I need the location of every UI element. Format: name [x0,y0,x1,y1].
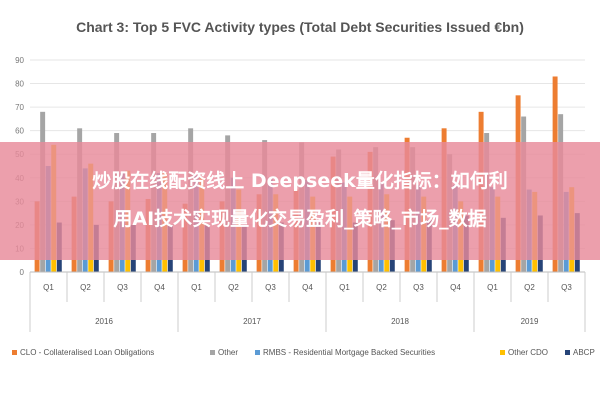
legend: CLO - Collateralised Loan Obligations Oth… [12,348,595,357]
x-tick-label: Q1 [43,283,54,292]
y-tick-label: 0 [20,268,25,277]
year-label: 2017 [243,317,261,326]
x-tick-label: Q2 [376,283,387,292]
legend-label: ABCP [573,348,595,357]
overlay-line-1: 炒股在线配资线上 Deepseek量化指标：如何利 [92,170,508,192]
legend-swatch [255,350,260,355]
x-tick-label: Q3 [413,283,424,292]
watermark-overlay-band [0,142,600,260]
legend-swatch [565,350,570,355]
x-tick-label: Q3 [117,283,128,292]
x-tick-label: Q3 [561,283,572,292]
x-tick-label: Q2 [80,283,91,292]
year-label: 2016 [95,317,113,326]
legend-swatch [12,350,17,355]
legend-label: RMBS - Residential Mortgage Backed Secur… [263,348,435,357]
year-label: 2019 [521,317,539,326]
x-tick-label: Q4 [302,283,313,292]
x-tick-label: Q2 [228,283,239,292]
x-tick-label: Q1 [339,283,350,292]
legend-label: Other [218,348,238,357]
year-label: 2018 [391,317,409,326]
x-tick-label: Q1 [487,283,498,292]
overlay-line-2: 用AI技术实现量化交易盈利_策略_市场_数据 [113,208,487,230]
watermark-overlay-text: 炒股在线配资线上 Deepseek量化指标：如何利 用AI技术实现量化交易盈利_… [20,162,580,238]
legend-swatch [210,350,215,355]
y-tick-label: 80 [15,80,24,89]
x-tick-label: Q3 [265,283,276,292]
x-axis-ticks: Q1 Q2 Q3 Q4 Q1 Q2 Q3 Q4 Q1 Q2 Q3 Q4 Q1 Q2 Q3 2016 2017 20… [29,271,586,332]
x-tick-label: Q2 [524,283,535,292]
x-tick-label: Q1 [191,283,202,292]
y-tick-label: 70 [15,103,24,112]
y-tick-label: 90 [15,56,24,65]
legend-swatch [500,350,505,355]
chart-title: Chart 3: Top 5 FVC Activity types (Total… [76,19,524,35]
x-tick-label: Q4 [450,283,461,292]
legend-label: Other CDO [508,348,548,357]
legend-label: CLO - Collateralised Loan Obligations [20,348,154,357]
x-tick-label: Q4 [154,283,165,292]
y-tick-label: 60 [15,127,24,136]
